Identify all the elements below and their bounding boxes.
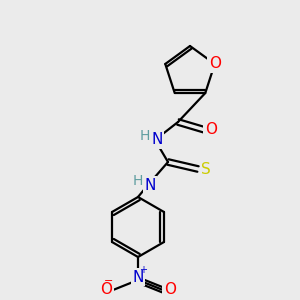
Text: O: O <box>205 122 217 137</box>
Text: N: N <box>132 269 144 284</box>
Text: H: H <box>140 129 150 143</box>
Text: H: H <box>133 174 143 188</box>
Text: O: O <box>164 283 176 298</box>
Text: −: − <box>104 276 114 286</box>
Text: +: + <box>139 265 147 275</box>
Text: O: O <box>209 56 221 71</box>
Text: O: O <box>100 283 112 298</box>
Text: S: S <box>201 161 211 176</box>
Text: N: N <box>144 178 156 193</box>
Text: N: N <box>151 133 163 148</box>
